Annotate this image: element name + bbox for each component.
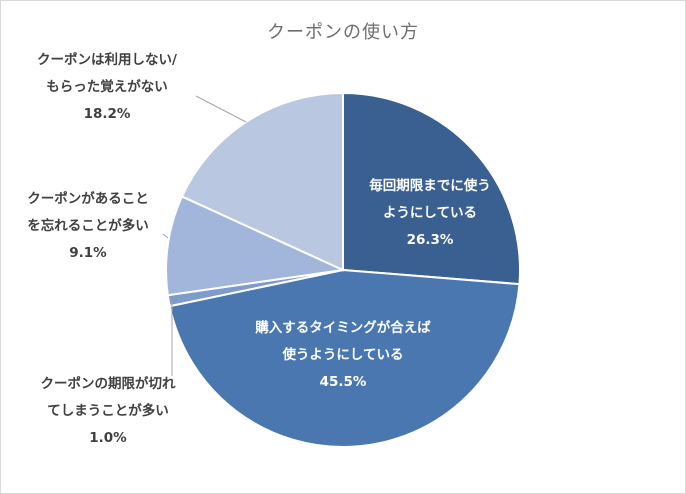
- slice-value-label-3: 1.0%: [89, 430, 127, 446]
- pie-slice-4: [165, 195, 347, 297]
- pie-slice-2: [168, 268, 521, 448]
- pie-slice-1: [342, 91, 521, 286]
- slice-category-label-1: 毎回期限までに使う: [369, 177, 491, 194]
- slice-category-label-1: ようにしている: [383, 205, 477, 221]
- pie-slices: [165, 91, 521, 448]
- slice-category-label-2: 使うようにしている: [281, 346, 403, 363]
- slice-category-label-5: もらった覚えがない: [46, 78, 168, 95]
- pie-slice-5: [180, 91, 344, 272]
- leader-line-4: [162, 233, 169, 239]
- slice-category-label-4: クーポンがあること: [27, 190, 149, 207]
- slice-category-label-3: クーポンの期限が切れ: [41, 375, 176, 392]
- slice-value-label-1: 26.3%: [407, 232, 454, 248]
- slice-value-label-2: 45.5%: [320, 374, 367, 390]
- leader-lines: [162, 95, 247, 376]
- slice-value-label-5: 18.2%: [84, 106, 131, 122]
- slice-value-label-4: 9.1%: [69, 245, 107, 261]
- slice-category-label-5: クーポンは利用しない/: [37, 51, 177, 68]
- chart-title: クーポンの使い方: [267, 22, 419, 43]
- slice-category-label-4: を忘れることが多い: [27, 217, 149, 234]
- slice-category-label-2: 購入するタイミングが合えば: [254, 319, 431, 336]
- slice-category-label-3: てしまうことが多い: [47, 402, 169, 419]
- leader-line-5: [195, 95, 247, 123]
